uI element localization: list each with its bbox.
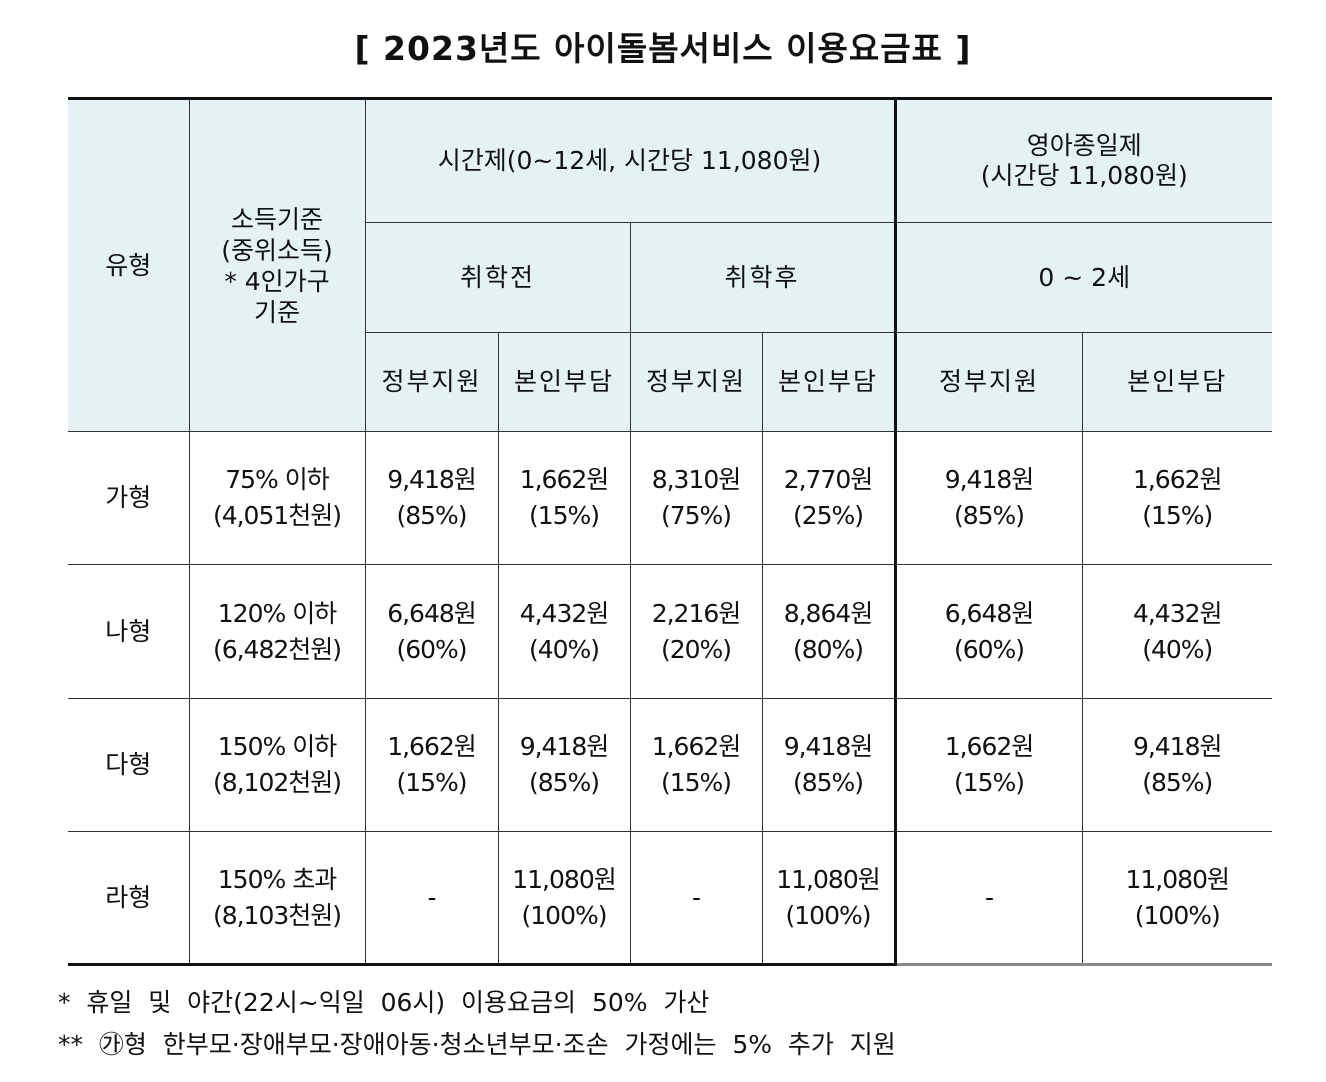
row-type: 가형	[68, 431, 190, 565]
header-preschool: 취학전	[364, 222, 631, 333]
row-income: 150% 초과 (8,103천원)	[188, 831, 366, 966]
header-gov: 정부지원	[629, 332, 763, 432]
row-income: 150% 이하 (8,102천원)	[188, 698, 366, 832]
cell-value: -	[364, 831, 499, 966]
table-row: 라형 150% 초과 (8,103천원) - 11,080원 (100%) - 11…	[68, 831, 1272, 966]
table-row: 나형 120% 이하 (6,482천원) 6,648원 (60%) 4,432원 (4…	[68, 564, 1272, 699]
header-type: 유형	[68, 97, 190, 432]
header-self: 본인부담	[1081, 332, 1272, 432]
footnote: ** ㉮형 한부모·장애부모·장애아동·청소년부모·조손 가정에는 5% 추가 …	[58, 1030, 896, 1059]
cell-value: 1,662원 (15%)	[893, 698, 1083, 832]
cell-value: 4,432원 (40%)	[1081, 564, 1272, 699]
row-type: 나형	[68, 564, 190, 699]
cell-value: 11,080원 (100%)	[761, 831, 896, 966]
header-self: 본인부담	[761, 332, 896, 432]
header-gov: 정부지원	[364, 332, 499, 432]
cell-value: 4,432원 (40%)	[497, 564, 631, 699]
table-row: 가형 75% 이하 (4,051천원) 9,418원 (85%) 1,662원 (15…	[68, 431, 1272, 565]
cell-value: 1,662원 (15%)	[629, 698, 763, 832]
page-title: [ 2023년도 아이돌봄서비스 이용요금표 ]	[354, 29, 972, 68]
cell-value: 9,418원 (85%)	[761, 698, 896, 832]
cell-value: 9,418원 (85%)	[364, 431, 499, 565]
cell-value: -	[629, 831, 763, 966]
cell-value: 9,418원 (85%)	[893, 431, 1083, 565]
cell-value: 6,648원 (60%)	[364, 564, 499, 699]
header-gov: 정부지원	[893, 332, 1083, 432]
cell-value: 9,418원 (85%)	[1081, 698, 1272, 832]
cell-value: 2,770원 (25%)	[761, 431, 896, 565]
cell-value: 9,418원 (85%)	[497, 698, 631, 832]
cell-value: 1,662원 (15%)	[1081, 431, 1272, 565]
table-row: 다형 150% 이하 (8,102천원) 1,662원 (15%) 9,418원 (8…	[68, 698, 1272, 832]
cell-value: 1,662원 (15%)	[364, 698, 499, 832]
cell-value: 11,080원 (100%)	[497, 831, 631, 966]
header-school: 취학후	[629, 222, 896, 333]
cell-value: -	[893, 831, 1083, 966]
cell-value: 1,662원 (15%)	[497, 431, 631, 565]
header-infant: 영아종일제 (시간당 11,080원)	[893, 97, 1272, 223]
cell-value: 11,080원 (100%)	[1081, 831, 1272, 966]
fee-table: 유형 소득기준 (중위소득) * 4인가구 기준 시간제(0~12세, 시간당 …	[68, 97, 1272, 966]
cell-value: 8,864원 (80%)	[761, 564, 896, 699]
cell-value: 8,310원 (75%)	[629, 431, 763, 565]
row-type: 라형	[68, 831, 190, 966]
footnotes: * 휴일 및 야간(22시~익일 06시) 이용요금의 50% 가산 ** ㉮형…	[58, 985, 896, 1069]
header-infant-age: 0 ~ 2세	[893, 222, 1272, 333]
header-income: 소득기준 (중위소득) * 4인가구 기준	[188, 97, 366, 432]
footnote: * 휴일 및 야간(22시~익일 06시) 이용요금의 50% 가산	[58, 988, 710, 1017]
header-self: 본인부담	[497, 332, 631, 432]
cell-value: 6,648원 (60%)	[893, 564, 1083, 699]
row-type: 다형	[68, 698, 190, 832]
cell-value: 2,216원 (20%)	[629, 564, 763, 699]
row-income: 120% 이하 (6,482천원)	[188, 564, 366, 699]
row-income: 75% 이하 (4,051천원)	[188, 431, 366, 565]
header-hourly: 시간제(0~12세, 시간당 11,080원)	[364, 97, 896, 223]
